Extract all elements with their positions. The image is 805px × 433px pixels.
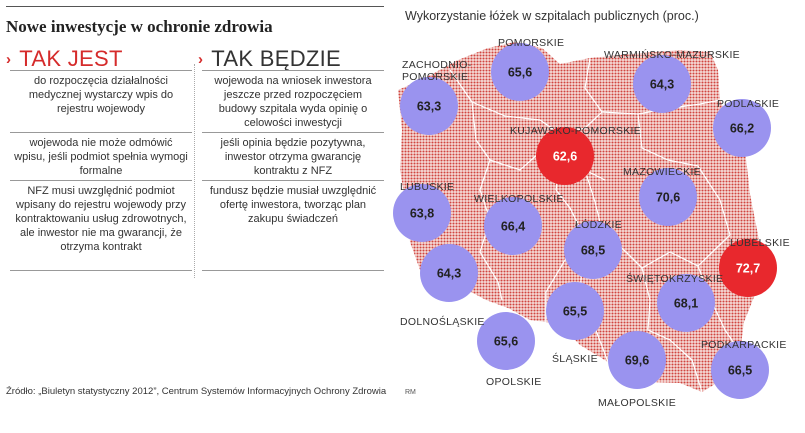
label-lubelskie: LUBELSKIE bbox=[730, 237, 790, 249]
label-zachodnio-pomorskie-1: ZACHODNIO- bbox=[402, 59, 472, 71]
value-dolnośląskie: 64,3 bbox=[437, 267, 461, 281]
bubble-pomorskie bbox=[491, 43, 549, 101]
label-kujawsko-pomorskie: KUJAWSKO-POMORSKIE bbox=[510, 125, 641, 137]
label-zachodnio-pomorskie-2: POMORSKIE bbox=[402, 71, 468, 83]
bubble-zachodnio-pomorskie bbox=[400, 77, 458, 135]
value-łódzkie: 68,5 bbox=[581, 244, 605, 258]
label-lubuskie: LUBUSKIE bbox=[400, 181, 454, 193]
value-lubelskie: 72,7 bbox=[736, 262, 760, 276]
right-column-title-text: TAK BĘDZIE bbox=[211, 46, 342, 71]
value-podlaskie: 66,2 bbox=[730, 122, 754, 136]
bubble-mazowieckie bbox=[639, 168, 697, 226]
left-bottom-rule bbox=[10, 270, 192, 273]
source-note: Źródło: „Biuletyn statystyczny 2012”, Ce… bbox=[6, 386, 387, 397]
bubble-lubelskie bbox=[719, 239, 777, 297]
label-podlaskie: PODLASKIE bbox=[717, 98, 779, 110]
chevron-right-icon: › bbox=[6, 50, 12, 68]
bubble-kujawsko-pomorskie bbox=[536, 127, 594, 185]
bubble-lubuskie bbox=[393, 184, 451, 242]
right-row-1: wojewoda na wniosek inwestora jeszcze pr… bbox=[202, 70, 384, 132]
left-column: do rozpoczęcia działalności medycznej wy… bbox=[10, 70, 192, 273]
bubble-wielkopolskie bbox=[484, 197, 542, 255]
top-rule bbox=[6, 6, 384, 7]
bubbles-layer: 65,6 63,3 64,3 66,2 62,6 70,6 63,8 66,4 68,5 72,7… bbox=[393, 43, 777, 399]
headline: Nowe inwestycje w ochronie zdrowia bbox=[6, 17, 273, 36]
left-column-title: › TAK JEST bbox=[6, 46, 123, 72]
value-śląskie: 65,5 bbox=[563, 305, 587, 319]
value-mazowieckie: 70,6 bbox=[656, 191, 680, 205]
label-łódzkie: ŁÓDZKIE bbox=[575, 218, 622, 231]
bubble-małopolskie bbox=[608, 331, 666, 389]
column-divider bbox=[194, 64, 195, 278]
label-opolskie: OPOLSKIE bbox=[486, 376, 542, 388]
value-opolskie: 65,6 bbox=[494, 335, 518, 349]
label-pomorskie: POMORSKIE bbox=[498, 37, 564, 49]
bubble-opolskie bbox=[477, 312, 535, 370]
left-row-1: do rozpoczęcia działalności medycznej wy… bbox=[10, 70, 192, 132]
right-row-3: fundusz będzie musiał uwzględnić ofertę … bbox=[202, 180, 384, 270]
left-column-title-text: TAK JEST bbox=[19, 46, 123, 71]
right-row-2: jeśli opinia będzie pozytywna, inwestor … bbox=[202, 132, 384, 180]
bubble-warmińsko-mazurskie bbox=[633, 55, 691, 113]
labels-layer: POMORSKIEZACHODNIO-POMORSKIEWARMIŃSKO-MA… bbox=[400, 37, 790, 409]
value-świętokrzyskie: 68,1 bbox=[674, 297, 698, 311]
right-bottom-rule bbox=[202, 270, 384, 273]
chart-title: Wykorzystanie łóżek w szpitalach publicz… bbox=[405, 9, 699, 23]
bubble-dolnośląskie bbox=[420, 244, 478, 302]
bubble-łódzkie bbox=[564, 221, 622, 279]
author-credit: RM bbox=[405, 389, 416, 396]
poland-bubble-map: 65,6 63,3 64,3 66,2 62,6 70,6 63,8 66,4 68,5 72,7… bbox=[393, 37, 790, 409]
value-pomorskie: 65,6 bbox=[508, 66, 532, 80]
label-wielkopolskie: WIELKOPOLSKIE bbox=[474, 193, 564, 205]
value-podkarpackie: 66,5 bbox=[728, 364, 752, 378]
label-podkarpackie: PODKARPACKIE bbox=[701, 339, 787, 351]
right-column: wojewoda na wniosek inwestora jeszcze pr… bbox=[202, 70, 384, 273]
value-zachodnio-pomorskie: 63,3 bbox=[417, 100, 441, 114]
label-małopolskie: MAŁOPOLSKIE bbox=[598, 397, 676, 409]
value-małopolskie: 69,6 bbox=[625, 354, 649, 368]
value-kujawsko-pomorskie: 62,6 bbox=[553, 150, 577, 164]
bubble-śląskie bbox=[546, 282, 604, 340]
value-wielkopolskie: 66,4 bbox=[501, 220, 525, 234]
value-warmińsko-mazurskie: 64,3 bbox=[650, 78, 674, 92]
bubble-podlaskie bbox=[713, 99, 771, 157]
chevron-right-icon: › bbox=[198, 50, 204, 68]
bubble-świętokrzyskie bbox=[657, 274, 715, 332]
value-lubuskie: 63,8 bbox=[410, 207, 434, 221]
label-mazowieckie: MAZOWIECKIE bbox=[623, 166, 701, 178]
right-column-title: › TAK BĘDZIE bbox=[198, 46, 341, 72]
label-dolnośląskie: DOLNOŚLĄSKIE bbox=[400, 315, 485, 328]
label-warmińsko-mazurskie: WARMIŃSKO-MAZURSKIE bbox=[604, 48, 740, 61]
label-śląskie: ŚLĄSKIE bbox=[552, 352, 598, 365]
left-row-3: NFZ musi uwzględnić podmiot wpisany do r… bbox=[10, 180, 192, 270]
left-row-2: wojewoda nie może odmówić wpisu, jeśli p… bbox=[10, 132, 192, 180]
label-świętokrzyskie: ŚWIĘTOKRZYSKIE bbox=[626, 272, 723, 285]
bubble-podkarpackie bbox=[711, 341, 769, 399]
